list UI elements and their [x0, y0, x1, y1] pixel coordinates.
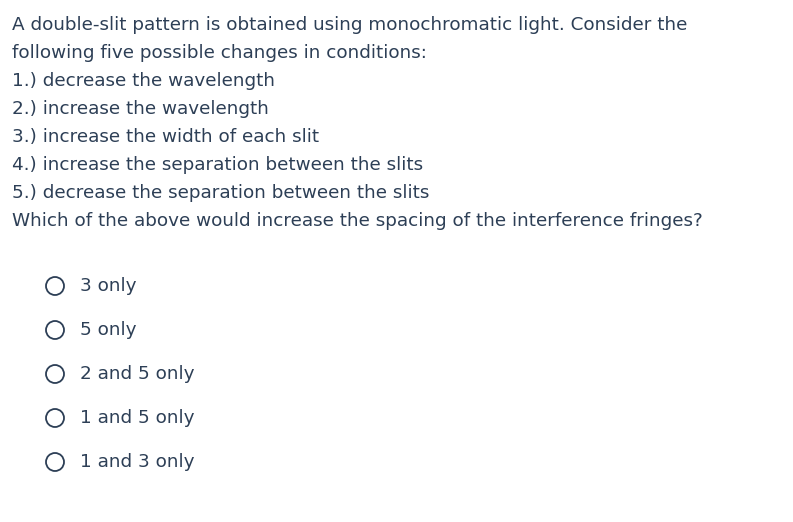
- Text: 1.) decrease the wavelength: 1.) decrease the wavelength: [12, 72, 275, 90]
- Text: Which of the above would increase the spacing of the interference fringes?: Which of the above would increase the sp…: [12, 212, 703, 230]
- Text: 3.) increase the width of each slit: 3.) increase the width of each slit: [12, 128, 319, 146]
- Text: 1 and 5 only: 1 and 5 only: [80, 409, 194, 427]
- Text: 5.) decrease the separation between the slits: 5.) decrease the separation between the …: [12, 184, 429, 202]
- Text: 3 only: 3 only: [80, 277, 136, 295]
- Text: 2.) increase the wavelength: 2.) increase the wavelength: [12, 100, 269, 118]
- Text: 2 and 5 only: 2 and 5 only: [80, 365, 194, 383]
- Text: 1 and 3 only: 1 and 3 only: [80, 453, 194, 471]
- Text: A double-slit pattern is obtained using monochromatic light. Consider the: A double-slit pattern is obtained using …: [12, 16, 688, 34]
- Text: 4.) increase the separation between the slits: 4.) increase the separation between the …: [12, 156, 423, 174]
- Text: 5 only: 5 only: [80, 321, 136, 339]
- Text: following five possible changes in conditions:: following five possible changes in condi…: [12, 44, 427, 62]
